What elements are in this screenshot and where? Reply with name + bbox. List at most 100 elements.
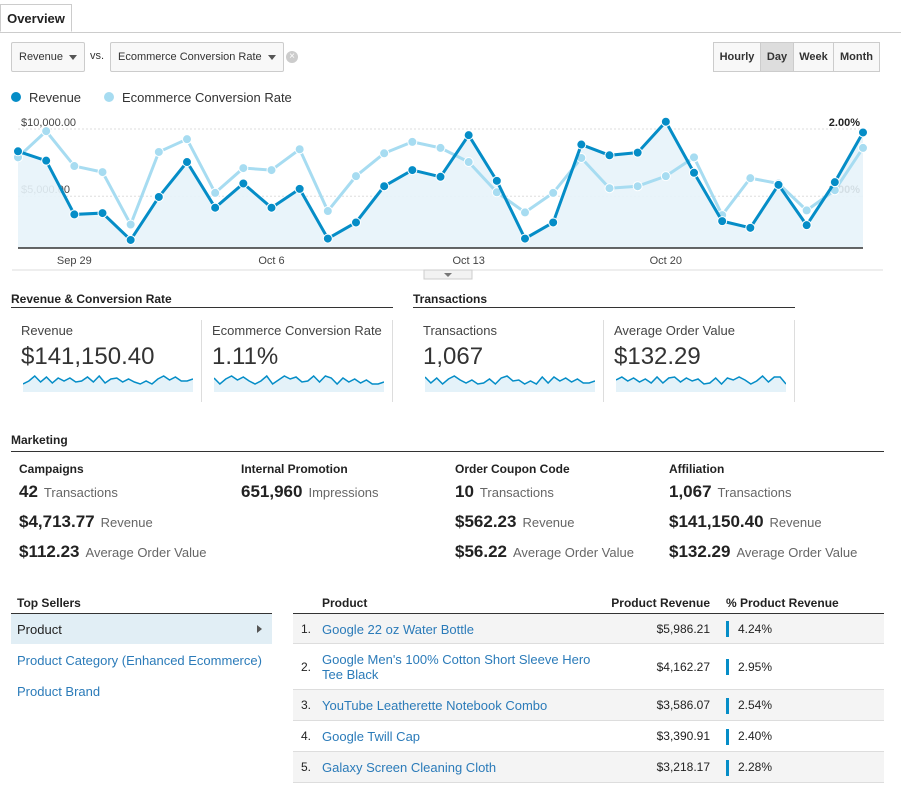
marketing-value: 651,960: [241, 482, 303, 501]
marketing-value: $56.22: [455, 542, 507, 561]
marketing-value: 10: [455, 482, 474, 501]
top-seller-link[interactable]: Product Brand: [17, 684, 101, 699]
percent-bar: [726, 759, 729, 776]
point: [322, 206, 333, 217]
product-revenue: $3,218.17: [656, 760, 710, 774]
time-button[interactable]: Month: [833, 42, 880, 72]
point: [210, 202, 221, 213]
product-link[interactable]: Google 22 oz Water Bottle: [322, 622, 474, 637]
point: [379, 181, 390, 192]
marketing-row: 1,067 Transactions: [669, 482, 791, 502]
marketing-label: Transactions: [43, 485, 118, 500]
sparkline-line: [616, 374, 786, 386]
point: [97, 208, 108, 219]
table-header: Product: [322, 596, 368, 610]
top-seller-link[interactable]: Product Category (Enhanced Ecommerce): [17, 653, 262, 668]
point: [717, 216, 728, 227]
top-seller-item: Product: [17, 622, 62, 637]
top-seller-selected[interactable]: Product: [11, 614, 272, 644]
dropdown[interactable]: Revenue: [11, 42, 85, 72]
marketing-row: 42 Transactions: [19, 482, 118, 502]
point: [689, 167, 699, 178]
point: [266, 202, 277, 213]
table-row: 4. Google Twill Cap $3,390.91 2.40%: [293, 721, 884, 752]
vs-label: vs.: [90, 50, 105, 62]
product-revenue: $3,390.91: [656, 729, 710, 743]
dropdown-label: Revenue: [19, 51, 64, 63]
row-index: 3.: [301, 698, 312, 712]
legend-label: Revenue: [29, 90, 81, 105]
marketing-row: $4,713.77 Revenue: [19, 512, 153, 532]
table-row: 2. Google Men's 100% Cotton Short Sleeve …: [293, 644, 884, 690]
row-index: 1.: [301, 622, 312, 636]
sparkline-line: [214, 374, 384, 386]
x-tick-label: Oct 13: [452, 255, 484, 267]
point: [407, 165, 418, 176]
point: [153, 191, 164, 202]
point: [379, 148, 390, 159]
legend-dot: [104, 92, 114, 102]
point: [351, 217, 361, 228]
time-button[interactable]: Day: [760, 42, 794, 72]
point: [238, 163, 249, 174]
marketing-value: $132.29: [669, 542, 731, 561]
product-link[interactable]: Google Twill Cap: [322, 729, 421, 744]
point: [351, 171, 361, 182]
product-link[interactable]: YouTube Leatherette Notebook Combo: [322, 698, 548, 713]
table-row: 5. Galaxy Screen Cleaning Cloth $3,218.17 2…: [293, 752, 884, 783]
point: [632, 181, 643, 192]
point: [745, 173, 756, 184]
point: [604, 183, 615, 194]
point: [69, 161, 80, 172]
dropdown[interactable]: Ecommerce Conversion Rate: [110, 42, 284, 72]
sparkline-area: [425, 376, 595, 392]
metric-label: Ecommerce Conversion Rate: [212, 323, 382, 338]
marketing-label: Transactions: [717, 485, 792, 500]
section-rule: [11, 613, 272, 614]
sparkline: [425, 375, 595, 392]
percent-value: 2.28%: [738, 760, 773, 774]
top-sellers-title: Top Sellers: [17, 596, 81, 610]
product-revenue: $3,586.07: [656, 698, 710, 712]
marketing-row: $141,150.40 Revenue: [669, 512, 822, 532]
marketing-title: Internal Promotion: [241, 462, 348, 476]
section-rule: [11, 307, 393, 308]
marketing-title: Order Coupon Code: [455, 462, 570, 476]
sparkline-area: [23, 376, 193, 392]
marketing-value: $562.23: [455, 512, 517, 531]
point: [858, 142, 868, 153]
remove-icon[interactable]: ×: [286, 51, 298, 63]
table-header: Product Revenue: [611, 596, 710, 610]
marketing-label: Revenue: [769, 515, 822, 530]
marketing-row: 651,960 Impressions: [241, 482, 379, 502]
point: [745, 222, 756, 233]
tab: Overview: [0, 4, 72, 32]
point: [294, 144, 305, 155]
marketing-value: 1,067: [669, 482, 712, 501]
point: [801, 220, 812, 231]
product-link[interactable]: Galaxy Screen Cleaning Cloth: [322, 760, 497, 775]
marketing-label: Average Order Value: [513, 545, 634, 560]
time-button[interactable]: Hourly: [713, 42, 761, 72]
section-rule: [11, 451, 884, 452]
marketing-row: $56.22 Average Order Value: [455, 542, 634, 562]
point: [41, 155, 52, 166]
point: [238, 178, 249, 189]
point: [660, 116, 671, 127]
product-link[interactable]: Google Men's 100% Cotton Short Sleeve He…: [322, 652, 591, 682]
time-button[interactable]: Week: [793, 42, 834, 72]
point: [463, 157, 474, 168]
product-revenue: $4,162.27: [656, 660, 710, 674]
point: [520, 207, 530, 218]
resize-arrow: [444, 273, 452, 277]
percent-bar: [726, 728, 729, 745]
table-row: 3. YouTube Leatherette Notebook Combo $3,5…: [293, 690, 884, 721]
point: [266, 165, 277, 176]
marketing-row: $112.23 Average Order Value: [19, 542, 206, 562]
point: [435, 142, 446, 153]
section-title: Marketing: [11, 433, 68, 447]
table-row: 1. Google 22 oz Water Bottle $5,986.21 4.24…: [293, 614, 884, 644]
percent-bar: [726, 621, 729, 637]
percent-value: 2.95%: [738, 660, 773, 674]
point: [69, 209, 80, 220]
